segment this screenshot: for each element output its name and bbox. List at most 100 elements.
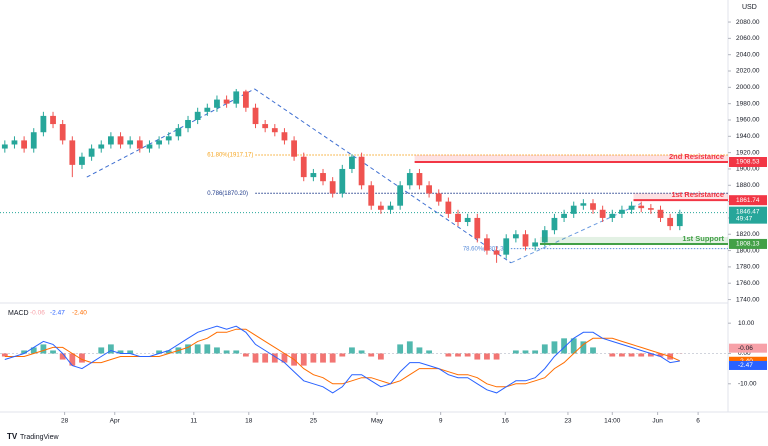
macd-histogram-bar bbox=[185, 344, 191, 354]
macd-histogram-bar bbox=[59, 353, 66, 360]
fib-label: 0.786(1870.20) bbox=[207, 191, 248, 197]
candle-body bbox=[281, 132, 288, 141]
signal-line bbox=[4, 328, 681, 388]
candle-body bbox=[647, 208, 654, 210]
candle-body bbox=[175, 128, 182, 137]
candle-body bbox=[156, 140, 162, 145]
x-tick-label: Jun bbox=[652, 418, 663, 425]
candle-body bbox=[223, 99, 230, 104]
x-tick-label: 28 bbox=[61, 418, 69, 425]
macd-histogram-bar bbox=[98, 347, 105, 354]
candle-body bbox=[464, 217, 471, 223]
candle-body bbox=[146, 144, 153, 149]
candle-body bbox=[435, 193, 442, 202]
candle-body bbox=[271, 128, 278, 133]
macd-histogram-bar bbox=[349, 347, 355, 354]
y-tick-label: 1780.00 bbox=[736, 264, 760, 271]
countdown: 49:47 bbox=[736, 215, 753, 222]
y-tick-label: 2080.00 bbox=[736, 19, 760, 26]
macd-histogram-bar bbox=[107, 344, 114, 354]
y-tick-label: 2060.00 bbox=[736, 35, 760, 42]
candle-body bbox=[590, 203, 596, 210]
macd-histogram-bar bbox=[619, 353, 625, 357]
candle-body bbox=[551, 217, 558, 231]
candle-body bbox=[11, 140, 18, 145]
level-axis-box bbox=[729, 238, 767, 249]
candle-body bbox=[541, 230, 548, 243]
macd-axis-label: -2.47 bbox=[738, 362, 753, 369]
y-tick-label: 1940.00 bbox=[736, 133, 760, 140]
macd-y-tick-label: -10.00 bbox=[738, 381, 757, 388]
x-tick-label: 11 bbox=[190, 418, 197, 425]
level-band bbox=[633, 193, 728, 201]
candle-body bbox=[570, 205, 577, 214]
candle-body bbox=[185, 119, 191, 129]
macd-histogram-bar bbox=[609, 353, 616, 357]
macd-histogram-bar bbox=[242, 353, 249, 357]
candle-body bbox=[387, 205, 394, 210]
candle-body bbox=[406, 173, 413, 186]
macd-histogram-bar bbox=[358, 350, 365, 354]
macd-histogram-bar bbox=[522, 350, 529, 354]
level-axis-label: 1808.13 bbox=[736, 241, 760, 248]
macd-histogram-bar bbox=[252, 353, 259, 363]
candle-body bbox=[107, 136, 114, 145]
macd-histogram-bar bbox=[281, 353, 288, 363]
candle-body bbox=[59, 124, 66, 141]
candle-body bbox=[252, 107, 259, 125]
macd-histogram-bar bbox=[445, 353, 452, 357]
y-tick-label: 1920.00 bbox=[736, 149, 760, 156]
macd-histogram-bar bbox=[426, 350, 432, 354]
fib-label: 61.80%(1917.17) bbox=[207, 153, 253, 159]
x-tick-label: 6 bbox=[696, 418, 700, 425]
candle-body bbox=[50, 115, 56, 125]
candle-body bbox=[512, 234, 519, 239]
macd-histogram-bar bbox=[551, 341, 558, 354]
macd-histogram-bar bbox=[464, 353, 471, 357]
candle-body bbox=[638, 205, 645, 209]
candle-body bbox=[136, 140, 143, 149]
macd-legend-value: -2.47 bbox=[50, 310, 65, 317]
macd-histogram-bar bbox=[647, 353, 654, 357]
level-axis-box bbox=[729, 156, 767, 167]
candle-body bbox=[79, 156, 85, 165]
candle-body bbox=[98, 144, 105, 149]
macd-histogram-bar bbox=[397, 344, 404, 354]
last-price-label: 1846.47 bbox=[736, 208, 760, 215]
macd-histogram-bar bbox=[329, 353, 336, 363]
macd-histogram-bar bbox=[233, 350, 240, 354]
y-tick-label: 1740.00 bbox=[736, 296, 760, 303]
candle-body bbox=[532, 242, 539, 247]
macd-histogram-bar bbox=[21, 350, 27, 354]
x-tick-label: 16 bbox=[502, 418, 510, 425]
macd-axis-box bbox=[729, 343, 767, 353]
candle-body bbox=[349, 156, 355, 169]
macd-histogram-bar bbox=[320, 353, 326, 363]
macd-legend-value: -2.40 bbox=[72, 310, 87, 317]
candle-body bbox=[40, 115, 47, 133]
macd-histogram-bar bbox=[339, 353, 346, 357]
candle-body bbox=[426, 185, 432, 194]
candle-body bbox=[503, 238, 510, 255]
macd-y-tick-label: 10.00 bbox=[738, 320, 755, 327]
y-tick-label: 1900.00 bbox=[736, 166, 760, 173]
candle-body bbox=[561, 213, 567, 218]
macd-histogram-bar bbox=[262, 353, 269, 363]
candle-body bbox=[599, 209, 606, 218]
candle-body bbox=[242, 91, 249, 108]
macd-histogram-bar bbox=[204, 344, 211, 354]
macd-histogram-bar bbox=[368, 353, 375, 357]
x-tick-label: May bbox=[371, 418, 384, 425]
macd-histogram-bar bbox=[532, 350, 539, 354]
macd-histogram-bar bbox=[127, 350, 134, 354]
level-name: 2nd Resistance bbox=[669, 152, 724, 161]
last-price-box bbox=[729, 206, 767, 224]
candle-body bbox=[619, 209, 625, 214]
x-tick-label: 23 bbox=[564, 418, 572, 425]
candle-body bbox=[329, 181, 336, 194]
candle-body bbox=[397, 185, 404, 206]
macd-histogram-bar bbox=[590, 347, 596, 354]
candle-body bbox=[88, 148, 95, 157]
